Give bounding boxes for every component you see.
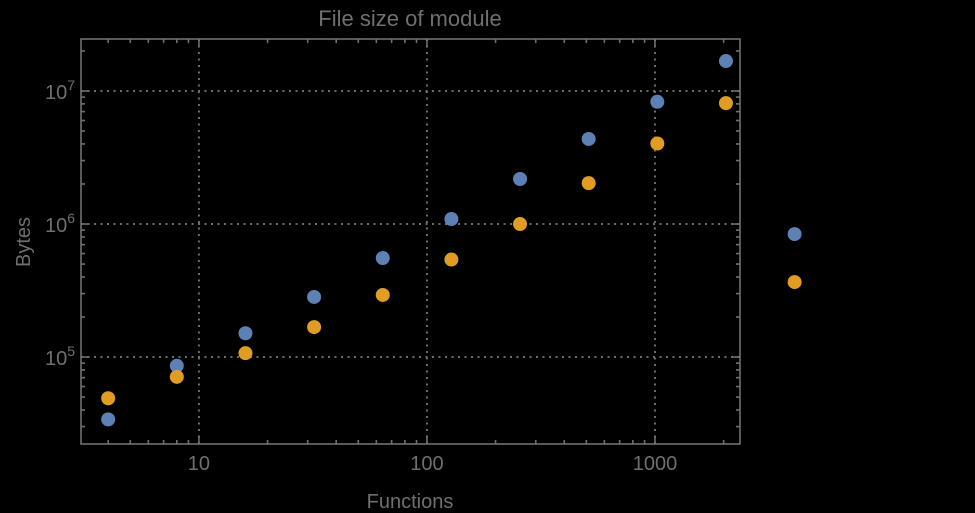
x-tick-label: 1000	[633, 453, 678, 475]
data-point-blue	[513, 172, 528, 187]
chart-title: File size of module	[318, 6, 501, 31]
plot-frame	[80, 38, 741, 445]
gridlines	[81, 39, 740, 444]
data-point-orange	[581, 176, 596, 191]
x-axis-label: Functions	[367, 491, 454, 513]
data-point-blue	[718, 54, 733, 69]
data-point-blue	[444, 212, 459, 227]
y-tick-label: 107	[45, 77, 75, 104]
x-tick-label: 10	[188, 453, 210, 475]
x-tick-label: 100	[410, 453, 443, 475]
data-point-blue	[238, 326, 253, 341]
data-point-orange	[101, 391, 116, 406]
y-tick-label: 105	[45, 343, 75, 370]
data-point-orange	[169, 369, 184, 384]
data-point-blue	[307, 289, 322, 304]
data-point-orange	[787, 275, 802, 290]
data-point-orange	[650, 136, 665, 151]
data-point-blue	[101, 412, 116, 427]
data-point-blue	[787, 227, 802, 242]
data-point-orange	[513, 217, 528, 232]
data-point-orange	[375, 287, 390, 302]
data-point-blue	[169, 358, 184, 373]
y-axis-label: Bytes	[13, 217, 35, 267]
data-point-blue	[581, 131, 596, 146]
data-point-blue	[650, 94, 665, 109]
data-points	[101, 54, 802, 427]
data-point-blue	[375, 251, 390, 266]
axis-tick-labels: 10 100 1000 105 106 107	[45, 77, 677, 475]
y-tick-label: 106	[45, 210, 75, 237]
data-point-orange	[718, 96, 733, 111]
data-point-orange	[307, 320, 322, 335]
data-point-orange	[444, 252, 459, 267]
data-point-orange	[238, 346, 253, 361]
